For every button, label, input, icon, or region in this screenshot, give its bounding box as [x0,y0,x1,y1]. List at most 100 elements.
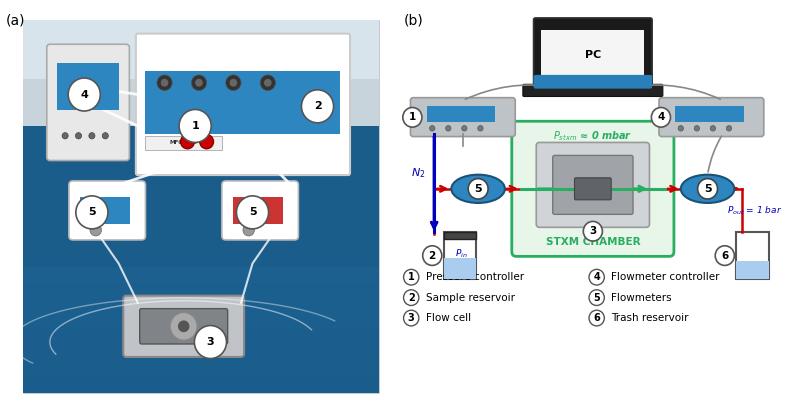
Circle shape [69,78,100,111]
Circle shape [429,126,435,131]
Circle shape [211,345,217,351]
Text: $P_{in}$: $P_{in}$ [455,247,468,260]
FancyBboxPatch shape [23,315,379,330]
Circle shape [403,269,419,285]
FancyBboxPatch shape [23,299,379,315]
Text: 1: 1 [409,112,416,122]
Text: Flowmeters: Flowmeters [611,293,672,303]
Circle shape [678,126,683,131]
Circle shape [90,224,102,236]
Circle shape [243,224,255,236]
FancyBboxPatch shape [659,98,764,136]
Circle shape [178,320,189,332]
Text: PC: PC [585,50,601,60]
Text: 4: 4 [593,272,600,282]
Text: Trash reservoir: Trash reservoir [611,313,689,323]
FancyBboxPatch shape [523,84,663,96]
Circle shape [170,313,197,340]
Circle shape [694,126,700,131]
Circle shape [180,134,195,149]
Circle shape [403,310,419,326]
Text: 5: 5 [704,184,712,194]
FancyBboxPatch shape [533,75,652,89]
Text: Pressure controller: Pressure controller [426,272,524,282]
Text: (a): (a) [6,14,25,28]
FancyBboxPatch shape [139,309,228,344]
Circle shape [589,290,604,305]
FancyBboxPatch shape [736,232,769,279]
Text: $N_2$: $N_2$ [411,166,426,180]
Circle shape [199,134,214,149]
Text: $P_{out}$ = 1 bar: $P_{out}$ = 1 bar [727,204,782,217]
FancyBboxPatch shape [80,197,130,224]
FancyBboxPatch shape [444,232,476,279]
Circle shape [589,269,604,285]
Circle shape [478,126,483,131]
FancyBboxPatch shape [23,377,379,393]
Circle shape [157,75,173,91]
Circle shape [179,109,211,143]
FancyBboxPatch shape [511,121,674,256]
Circle shape [229,79,237,87]
Ellipse shape [681,175,734,203]
FancyBboxPatch shape [123,296,244,357]
Circle shape [589,310,604,326]
Text: 3: 3 [589,226,597,236]
Text: 5: 5 [88,207,95,217]
Circle shape [583,222,602,241]
Circle shape [195,79,203,87]
FancyBboxPatch shape [23,20,379,79]
FancyBboxPatch shape [136,34,350,175]
FancyBboxPatch shape [58,63,119,110]
Circle shape [89,132,95,139]
Text: 2: 2 [429,251,436,260]
Circle shape [462,126,467,131]
Circle shape [727,126,732,131]
Text: 1: 1 [408,272,414,282]
Circle shape [422,246,442,265]
FancyBboxPatch shape [23,20,379,126]
FancyBboxPatch shape [23,330,379,346]
Circle shape [697,179,718,199]
FancyBboxPatch shape [444,232,476,239]
Text: (b): (b) [403,14,423,28]
FancyBboxPatch shape [537,143,649,227]
Circle shape [264,79,272,87]
Circle shape [102,132,108,139]
Circle shape [76,196,108,229]
Circle shape [62,132,69,139]
Text: 3: 3 [206,337,214,347]
FancyBboxPatch shape [23,20,379,393]
Text: $P_{stxm}$ ≈ 0 mbar: $P_{stxm}$ ≈ 0 mbar [553,129,633,143]
Circle shape [710,126,716,131]
FancyBboxPatch shape [574,178,611,200]
Text: Flowmeter controller: Flowmeter controller [611,272,719,282]
Circle shape [652,107,671,127]
FancyBboxPatch shape [46,44,129,160]
FancyBboxPatch shape [426,106,496,122]
FancyBboxPatch shape [222,181,299,240]
FancyBboxPatch shape [541,30,645,81]
Text: 2: 2 [408,293,414,303]
Circle shape [225,75,241,91]
FancyBboxPatch shape [736,262,769,279]
FancyBboxPatch shape [23,283,379,299]
Circle shape [161,79,169,87]
Text: 5: 5 [474,184,482,194]
FancyBboxPatch shape [23,346,379,362]
Circle shape [76,132,82,139]
Circle shape [446,126,451,131]
Text: Flow cell: Flow cell [426,313,471,323]
FancyBboxPatch shape [23,267,379,283]
Circle shape [236,196,269,229]
FancyBboxPatch shape [411,98,515,136]
FancyBboxPatch shape [675,106,744,122]
FancyBboxPatch shape [552,156,633,214]
Circle shape [302,90,333,123]
Circle shape [191,75,206,91]
Circle shape [195,326,226,358]
Text: 6: 6 [721,251,728,260]
Circle shape [716,246,734,265]
Circle shape [468,179,488,199]
FancyBboxPatch shape [444,258,476,279]
